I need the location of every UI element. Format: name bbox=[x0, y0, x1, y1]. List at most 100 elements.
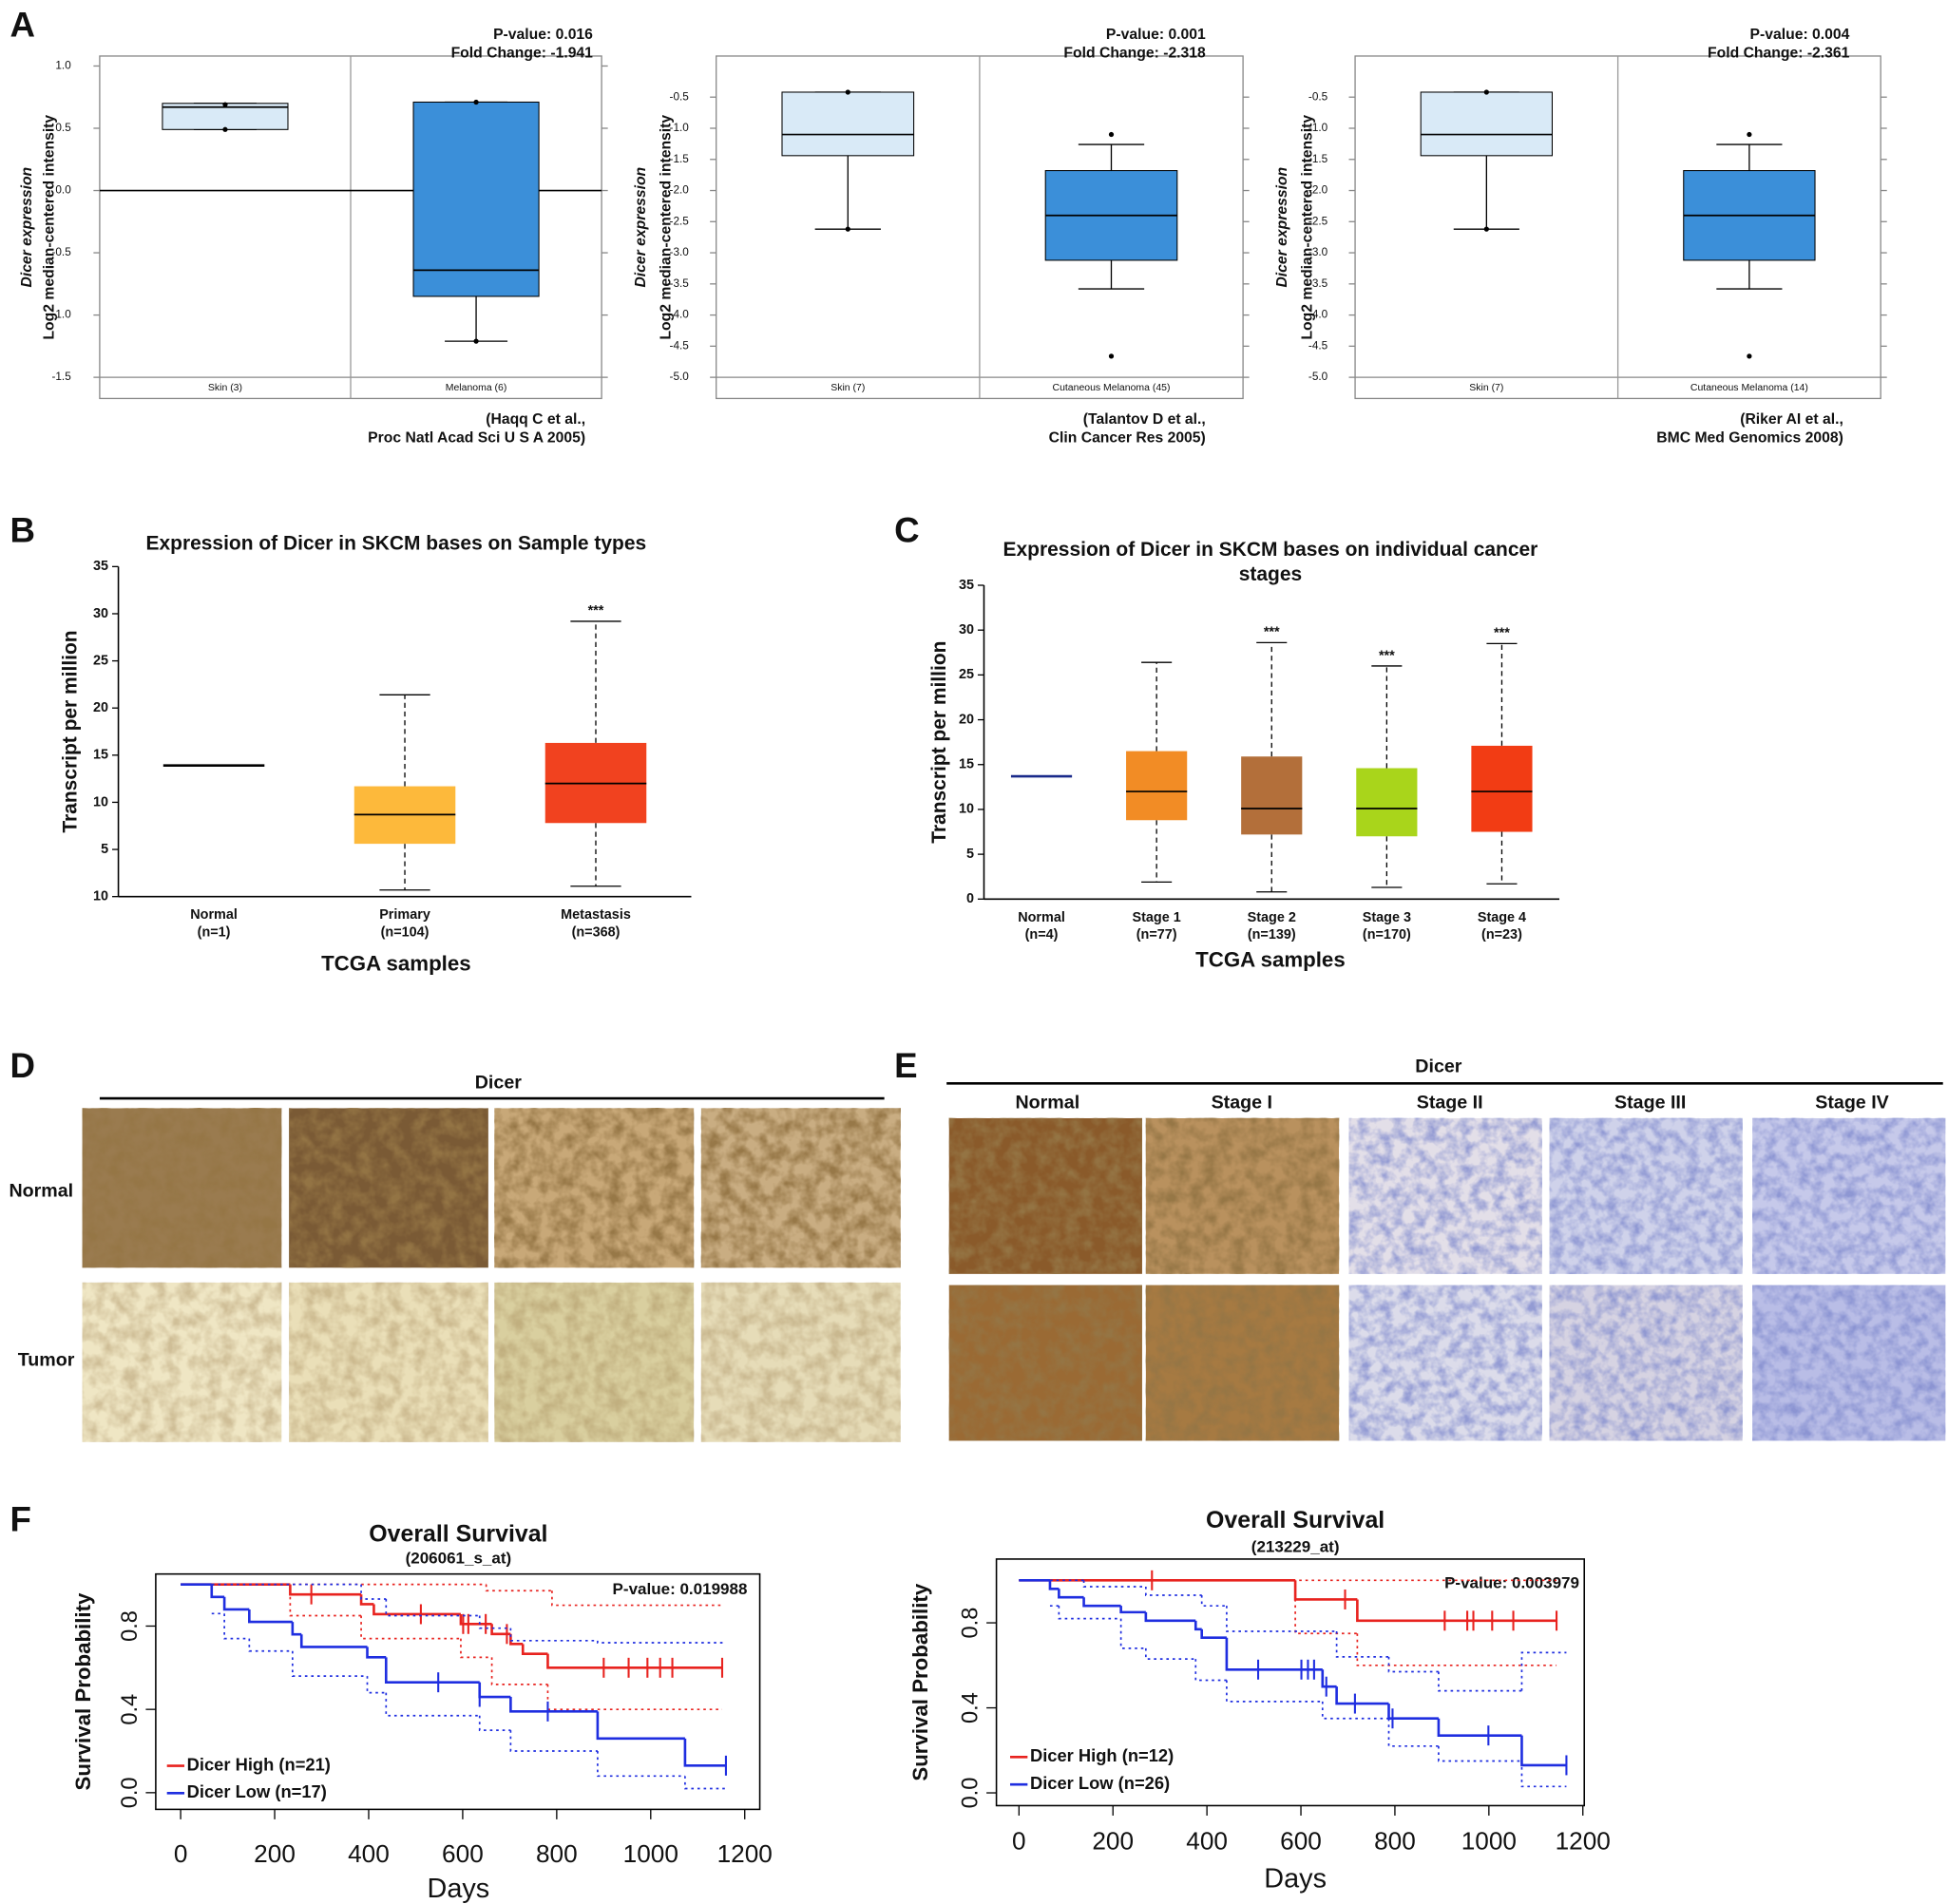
y-tick-label: 35 bbox=[93, 559, 108, 574]
y-tick-label: 30 bbox=[93, 606, 108, 621]
survival-step bbox=[1387, 1704, 1439, 1721]
survival-step bbox=[210, 1584, 225, 1599]
y-tick-label: -1.5 bbox=[670, 153, 690, 165]
ci-lower bbox=[1119, 1618, 1146, 1649]
point bbox=[1108, 131, 1115, 138]
ci-upper bbox=[1520, 1651, 1567, 1691]
ci-upper bbox=[1387, 1656, 1439, 1673]
y-axis-label: Survival Probability bbox=[71, 1592, 95, 1790]
y-tick-label: -2.0 bbox=[670, 184, 690, 197]
panel-letter: A bbox=[10, 6, 35, 45]
y-axis-label: Dicer expression bbox=[19, 167, 35, 288]
chart-title: Overall Survival bbox=[1206, 1507, 1385, 1533]
ci-upper bbox=[1082, 1580, 1146, 1588]
x-tick-note: (n=139) bbox=[1248, 927, 1296, 942]
panel-letter: D bbox=[10, 1046, 35, 1085]
ci-lower bbox=[223, 1613, 250, 1640]
annotation: P-value: 0.004 bbox=[1750, 27, 1850, 43]
micrograph-texture bbox=[289, 1282, 488, 1442]
y-axis-label: Transcript per million bbox=[59, 630, 81, 832]
chart-subtitle: (206061_s_at) bbox=[406, 1549, 512, 1567]
point bbox=[222, 126, 228, 132]
x-axis-label: TCGA samples bbox=[321, 952, 471, 976]
x-tick-label: Stage 3 bbox=[1363, 910, 1411, 925]
point bbox=[473, 338, 479, 344]
y-tick-label: -4.0 bbox=[670, 309, 690, 321]
source-note: Proc Natl Acad Sci U S A 2005) bbox=[368, 430, 585, 447]
ci-upper bbox=[478, 1615, 511, 1629]
y-tick-label: 0.0 bbox=[117, 1777, 142, 1808]
annotation: Fold Change: -2.361 bbox=[1708, 46, 1850, 62]
y-tick-label: -4.0 bbox=[1308, 309, 1328, 321]
x-tick-label: 1200 bbox=[1556, 1827, 1611, 1856]
y-tick-label: 1.0 bbox=[55, 60, 71, 72]
point bbox=[222, 102, 228, 107]
ci-lower bbox=[289, 1584, 362, 1617]
chart-title: Overall Survival bbox=[369, 1521, 547, 1548]
y-tick-label: 15 bbox=[93, 748, 108, 763]
ci-upper bbox=[509, 1628, 598, 1642]
ci-lower bbox=[1356, 1633, 1557, 1666]
ci-lower bbox=[291, 1650, 368, 1677]
x-tick-label: 800 bbox=[1374, 1827, 1416, 1856]
micrograph-texture bbox=[1549, 1117, 1743, 1274]
survival-step bbox=[490, 1624, 511, 1636]
y-tick-label: 0.8 bbox=[958, 1608, 983, 1639]
significance: *** bbox=[1264, 625, 1280, 640]
y-tick-label: -3.5 bbox=[670, 277, 690, 290]
x-tick-note: (n=77) bbox=[1136, 927, 1177, 942]
ci-lower bbox=[385, 1692, 480, 1717]
source-note: Clin Cancer Res 2005) bbox=[1049, 430, 1206, 447]
row-label: Tumor bbox=[18, 1350, 75, 1371]
micrograph-texture bbox=[1145, 1117, 1340, 1274]
survival-chart: 0 200 400 600 800 1000 1200 0.0 0.4 0.8 Overall Su… bbox=[908, 1507, 1611, 1894]
micrograph-texture bbox=[1752, 1285, 1946, 1441]
survival-step bbox=[546, 1653, 722, 1669]
x-tick-label: 200 bbox=[1092, 1827, 1134, 1856]
micrograph-texture bbox=[700, 1108, 901, 1268]
annotation: Fold Change: -2.318 bbox=[1063, 46, 1206, 62]
y-tick-label: -1.5 bbox=[51, 371, 71, 383]
x-tick-label: Melanoma (6) bbox=[446, 383, 507, 393]
x-tick-label: 400 bbox=[1186, 1827, 1228, 1856]
survival-step bbox=[1194, 1620, 1202, 1631]
box-chart: -0.5 -1.0 -1.5 -2.0 -2.5 -3.0 -3.5 -4.0 -4.5 -5.0… bbox=[1274, 27, 1887, 447]
ci-upper bbox=[1200, 1594, 1227, 1608]
y-axis-label: Transcript per million bbox=[928, 641, 950, 844]
x-tick-note: (n=368) bbox=[572, 924, 621, 940]
ci-lower bbox=[490, 1657, 548, 1685]
y-axis-label: Log2 median-centered intensity bbox=[1299, 115, 1315, 340]
x-tick-label: Primary bbox=[379, 907, 430, 923]
y-tick-label: -4.5 bbox=[670, 339, 690, 352]
x-tick-label: 0 bbox=[1012, 1827, 1026, 1856]
x-tick-label: Normal bbox=[1018, 910, 1065, 925]
box-chart: 1.0 0.5 0.0 -0.5 -1.0 -1.5 Skin (3) Melanoma (6… bbox=[19, 27, 608, 447]
y-tick-label: 10 bbox=[93, 794, 108, 809]
y-tick-label: 15 bbox=[959, 757, 974, 772]
box-chart: -0.5 -1.0 -1.5 -2.0 -2.5 -3.0 -3.5 -4.0 -4.5 -5.0… bbox=[633, 27, 1250, 447]
ci-lower bbox=[1438, 1745, 1522, 1762]
y-tick-label: 5 bbox=[101, 842, 108, 857]
y-tick-label: 25 bbox=[959, 667, 974, 682]
ci-lower bbox=[1520, 1761, 1567, 1788]
y-tick-label: 30 bbox=[959, 622, 974, 638]
ci-lower bbox=[460, 1638, 492, 1659]
y-tick-label: -1.0 bbox=[670, 122, 690, 134]
x-tick-label: Normal bbox=[190, 907, 238, 923]
y-tick-label: -3.5 bbox=[1308, 277, 1328, 290]
x-tick-label: Cutaneous Melanoma (45) bbox=[1053, 383, 1171, 393]
survival-step bbox=[509, 1697, 598, 1713]
ci-lower bbox=[597, 1751, 685, 1778]
panel-letter: C bbox=[894, 511, 920, 550]
survival-step bbox=[1144, 1611, 1196, 1623]
x-tick-label: Skin (7) bbox=[1469, 383, 1503, 393]
x-tick-label: Cutaneous Melanoma (14) bbox=[1690, 383, 1808, 393]
y-tick-label: 5 bbox=[966, 847, 974, 862]
survival-step bbox=[1356, 1599, 1557, 1623]
y-tick-label: 0 bbox=[966, 891, 974, 906]
micrograph-texture bbox=[948, 1285, 1142, 1441]
x-axis-label: Days bbox=[1264, 1864, 1327, 1894]
column-label: Stage III bbox=[1614, 1092, 1686, 1113]
survival-step bbox=[222, 1596, 250, 1611]
